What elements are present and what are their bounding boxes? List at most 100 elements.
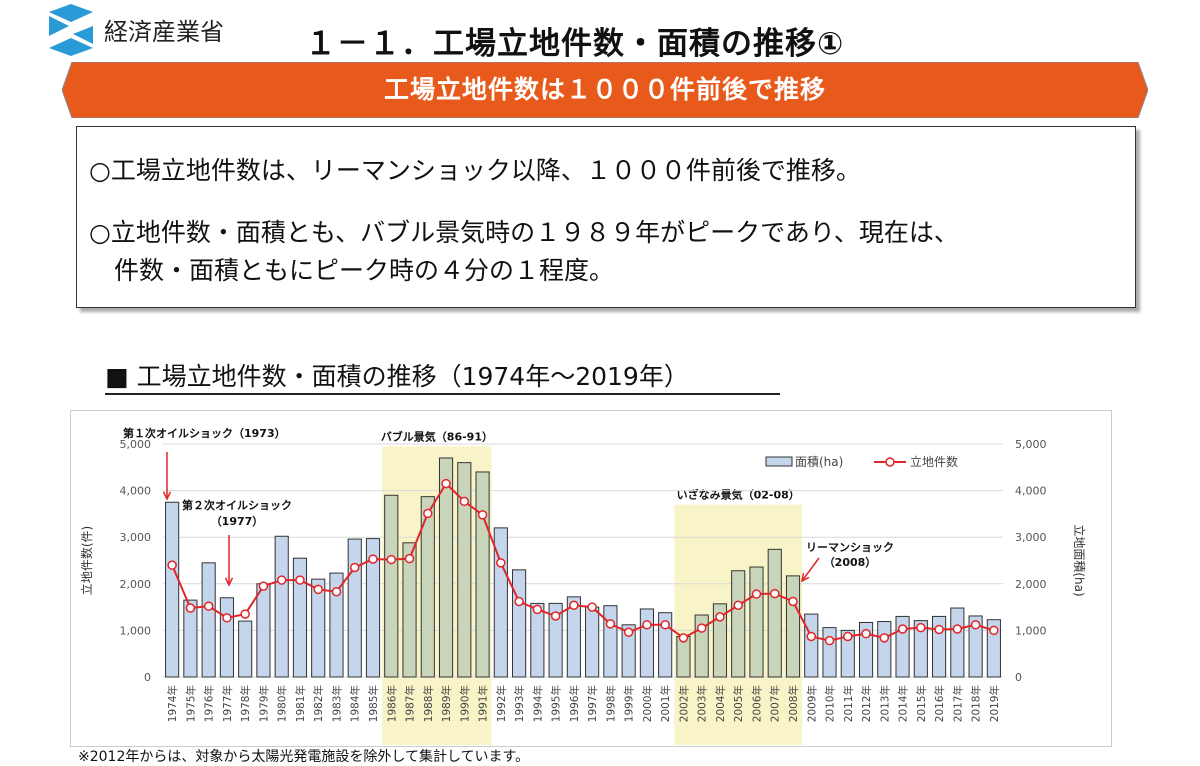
line-point [185, 603, 196, 613]
bar [767, 548, 782, 678]
bar [548, 602, 563, 678]
bar [219, 597, 234, 678]
line-point [715, 612, 725, 622]
x-tick-label: 1984年 [349, 685, 362, 722]
bar [913, 620, 928, 678]
bar [603, 605, 618, 678]
highlight-band [382, 446, 492, 745]
x-tick-label: 2015年 [915, 685, 928, 722]
bar [384, 494, 399, 678]
bar [201, 562, 216, 678]
line-point [806, 631, 817, 642]
annotation-sub: （1977） [211, 515, 264, 528]
line-point [989, 625, 999, 636]
line-point [368, 554, 378, 564]
annotation-label: リーマンショック [806, 541, 894, 554]
x-tick-label: 1982年 [312, 685, 325, 722]
x-tick-label: 1988年 [422, 685, 435, 722]
x-tick-label: 1998年 [604, 685, 617, 722]
x-tick-label: 1985年 [367, 685, 380, 722]
line-point [769, 588, 780, 599]
x-tick-label: 1989年 [440, 685, 453, 722]
meti-logo [49, 4, 93, 56]
bar [804, 613, 819, 678]
y-tick-left: 5,000 [120, 438, 152, 451]
line-point [952, 624, 963, 634]
line-point [532, 604, 543, 615]
line-point [240, 609, 250, 619]
line-point [751, 589, 762, 599]
bar [292, 557, 308, 678]
y-tick-left: 0 [144, 671, 151, 684]
line-point [477, 510, 488, 520]
x-tick-label: 1980年 [276, 685, 289, 722]
x-tick-label: 2002年 [677, 685, 690, 722]
x-tick-label: 2016年 [933, 685, 946, 722]
line-point [605, 619, 616, 629]
line-point [587, 602, 597, 612]
summary-line: ○工場立地件数は、リーマンショック以降、１０００件前後で推移。 [89, 156, 861, 185]
x-tick-label: 1983年 [330, 685, 343, 722]
x-tick-label: 1992年 [495, 685, 508, 722]
line-point [623, 627, 634, 638]
x-tick-label: 1995年 [550, 685, 563, 722]
x-tick-label: 2000年 [641, 685, 654, 722]
bar [585, 606, 600, 678]
summary-box: ○工場立地件数は、リーマンショック以降、１０００件前後で推移。 ○立地件数・面積… [76, 126, 1136, 308]
line-point [642, 620, 652, 630]
headline-banner-shape [62, 62, 1148, 118]
line-point [916, 622, 926, 633]
bar [731, 570, 746, 678]
bar [968, 615, 983, 678]
arrowhead [800, 572, 810, 583]
x-tick-label: 1974年 [166, 685, 179, 722]
line-point [258, 581, 269, 591]
y-tick-left: 3,000 [120, 531, 152, 544]
bar [311, 578, 326, 678]
x-tick-label: 1997年 [586, 685, 599, 722]
line-point [934, 624, 944, 635]
bar [420, 496, 435, 678]
y-axis-label-right: 立地面積(ha) [1072, 524, 1087, 596]
y-tick-right: 2,000 [1015, 578, 1047, 591]
x-tick-label: 2001年 [659, 685, 672, 722]
line-point [879, 633, 890, 643]
line-point [861, 628, 871, 639]
x-tick-label: 1990年 [458, 685, 471, 722]
x-tick-label: 2008年 [787, 685, 800, 722]
bar [365, 538, 381, 678]
line-point [313, 584, 323, 595]
y-axis-label-left: 立地件数(件) [79, 526, 94, 595]
bar [658, 612, 673, 678]
x-tick-label: 2011年 [842, 685, 855, 722]
bar [530, 602, 545, 678]
bar [347, 538, 362, 678]
chart-frame [70, 410, 1112, 747]
summary-line: 件数・面積ともにピーク時の４分の１程度。 [89, 256, 615, 285]
annotation-sub: （2008） [824, 556, 877, 569]
legend-line-label: 立地件数 [910, 454, 958, 469]
bar [749, 566, 764, 678]
x-tick-label: 2007年 [769, 685, 782, 722]
x-tick-label: 1986年 [385, 685, 398, 722]
x-tick-label: 1996年 [568, 685, 581, 722]
legend-line-marker [885, 457, 895, 467]
x-tick-label: 1999年 [623, 685, 636, 722]
line-point [843, 631, 853, 642]
y-tick-right: 3,000 [1015, 531, 1047, 544]
y-tick-left: 1,000 [120, 624, 152, 637]
bar [329, 572, 344, 678]
bar [822, 627, 837, 678]
line-point [824, 635, 835, 646]
bar [785, 575, 801, 678]
line-point [441, 478, 451, 489]
bar [566, 596, 581, 678]
line-point [897, 624, 908, 634]
bar [877, 621, 892, 678]
x-tick-label: 1976年 [203, 685, 216, 722]
y-tick-right: 5,000 [1015, 438, 1047, 451]
line-point [295, 575, 305, 585]
bar [438, 457, 454, 678]
bar [238, 620, 253, 678]
bar [183, 599, 198, 678]
